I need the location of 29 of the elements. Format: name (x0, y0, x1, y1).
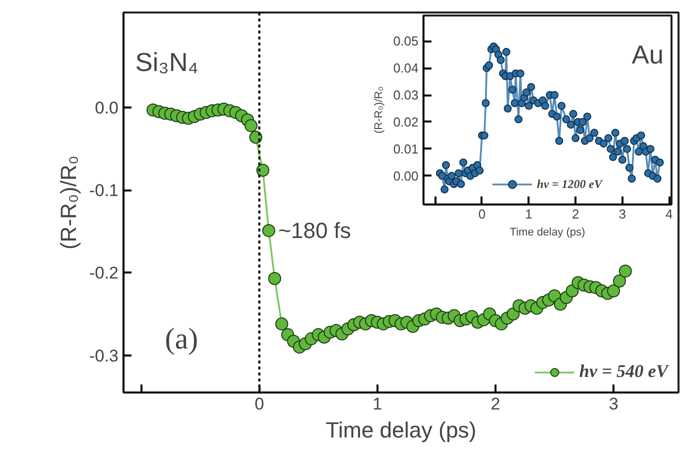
y-tick-label: -0.2 (89, 264, 119, 283)
annotation: ~180 fs (278, 218, 351, 244)
annotation: Au (632, 40, 664, 70)
y-tick-label: 0.02 (393, 114, 419, 130)
x-tick-label: 1 (372, 394, 382, 414)
y-tick-label: 0.05 (393, 34, 419, 49)
legend-label: hv = 1200 eV (536, 176, 602, 192)
y-tick-label: -0.1 (89, 181, 119, 200)
x-tick-label: 1 (525, 206, 532, 222)
y-tick-label: 0.03 (393, 88, 419, 103)
x-tick-label: 3 (618, 206, 626, 222)
x-axis-title: Time delay (ps) (510, 226, 586, 238)
x-tick-label: 2 (490, 394, 500, 414)
x-tick-label: 0 (478, 206, 486, 222)
x-tick-label: 0 (254, 394, 264, 414)
x-tick-label: 4 (666, 206, 673, 222)
annotation: (a) (164, 322, 198, 356)
legend-label: hv = 540 eV (579, 361, 668, 382)
x-tick-label: 3 (608, 394, 618, 414)
y-axis-title: (R-R₀)/R₀ (56, 155, 82, 250)
y-tick-label: 0.0 (94, 98, 119, 118)
y-axis-title: (R-R₀)/R₀ (373, 86, 386, 134)
y-tick-label: 0.00 (393, 168, 419, 184)
annotation: Si₃N₄ (135, 47, 198, 78)
y-tick-label: 0.01 (393, 141, 419, 156)
y-tick-label: -0.3 (89, 346, 119, 366)
x-tick-label: 2 (572, 206, 580, 222)
y-tick-label: 0.04 (393, 60, 419, 76)
x-axis-title: Time delay (ps) (326, 418, 476, 442)
